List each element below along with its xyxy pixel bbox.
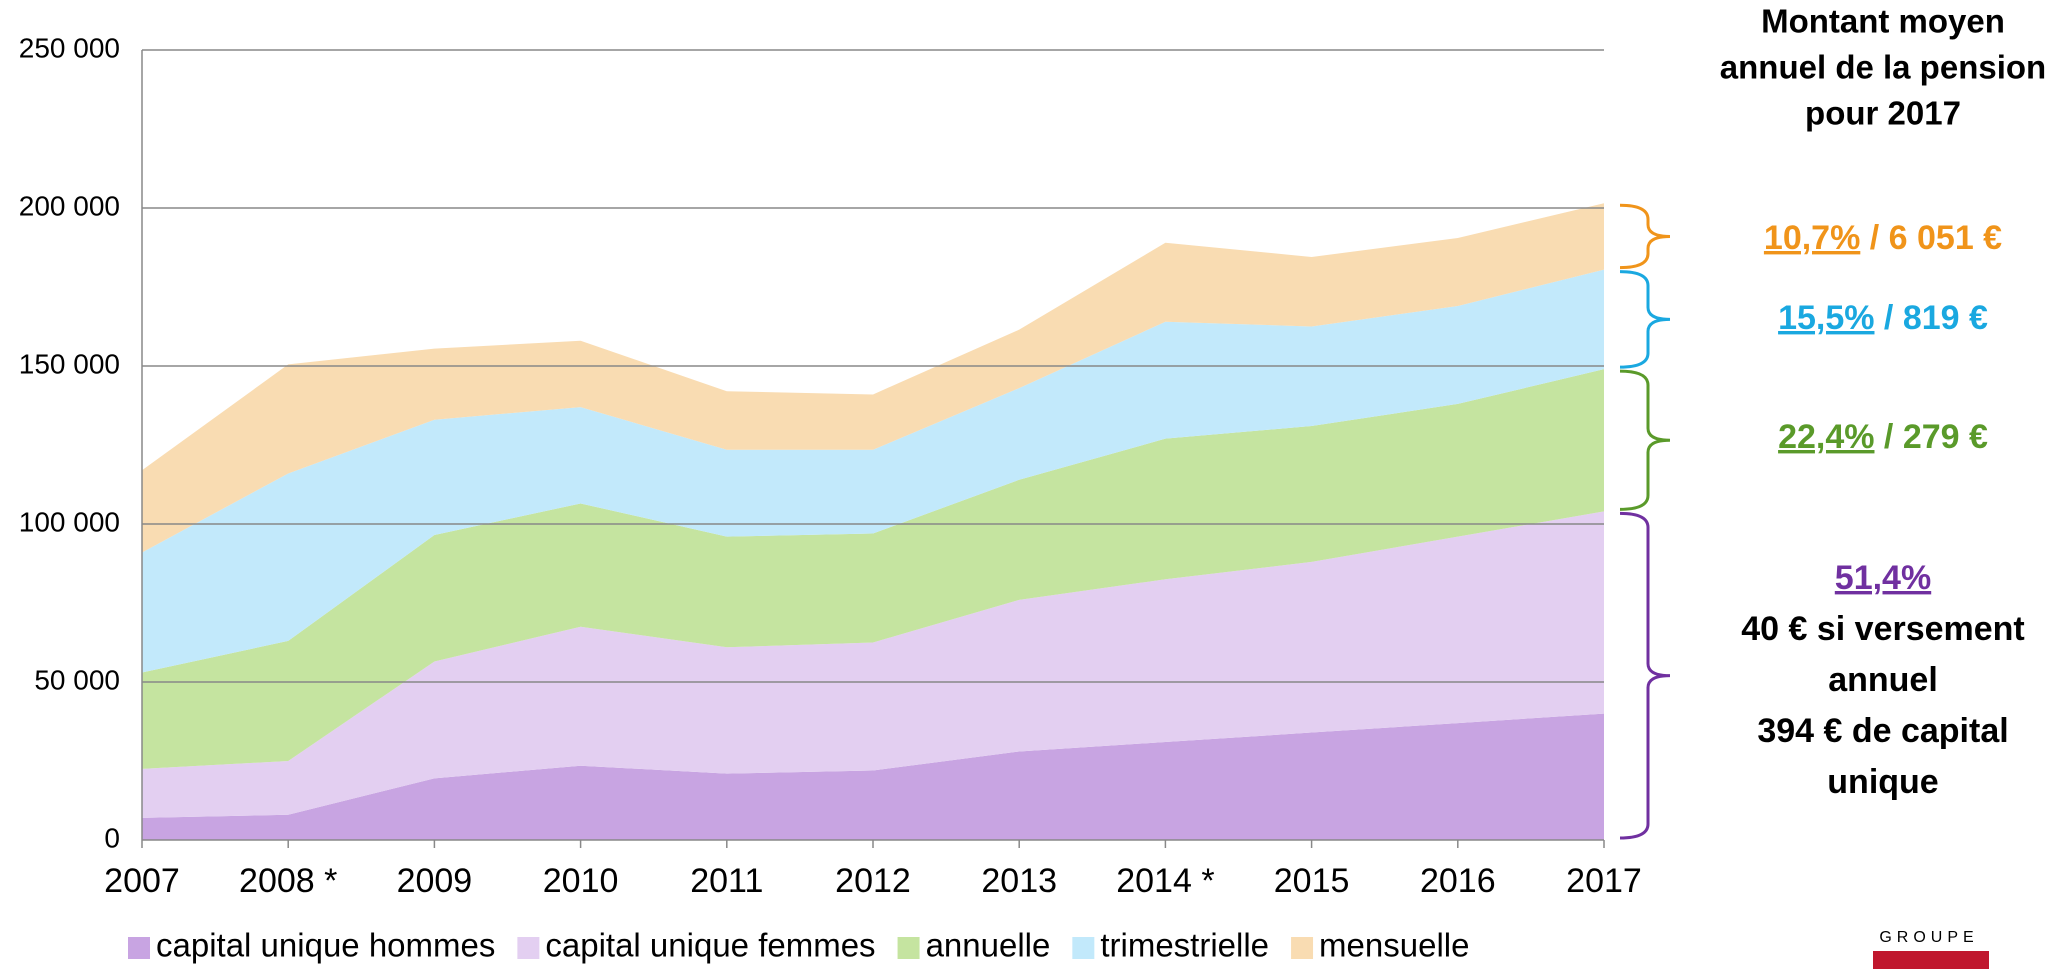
x-tick-label: 2009 <box>397 862 473 900</box>
annotation: 22,4% / 279 € <box>1778 418 1988 456</box>
legend-label: trimestrielle <box>1100 927 1269 964</box>
y-tick-label: 50 000 <box>34 664 120 695</box>
annotation-pct: 22,4% <box>1778 418 1874 456</box>
legend-swatch <box>517 937 540 959</box>
x-tick-label: 2017 <box>1566 862 1642 900</box>
legend-swatch <box>1072 937 1095 959</box>
x-tick-label: 2015 <box>1274 862 1350 900</box>
brace <box>1619 369 1671 511</box>
legend-swatch <box>128 937 150 959</box>
legend-label: capital unique hommes <box>156 927 495 964</box>
brace <box>1619 203 1671 270</box>
x-tick-label: 2010 <box>543 862 619 900</box>
y-tick-label: 150 000 <box>19 348 120 379</box>
side-title: pour 2017 <box>1805 95 1961 132</box>
annotation-line: 394 € de capital <box>1757 712 2008 750</box>
logo-text: GROUPE <box>1879 929 1978 946</box>
area <box>142 203 1604 553</box>
area <box>142 511 1604 818</box>
annotation-line: 40 € si versement <box>1741 610 2025 648</box>
annotation-pct: 51,4% <box>1835 559 1931 597</box>
annotation-pct: 15,5% <box>1778 299 1874 337</box>
area <box>142 369 1604 769</box>
annotation-line: annuel <box>1828 661 1938 699</box>
area <box>142 713 1604 840</box>
annotation: 15,5% / 819 € <box>1778 299 1988 337</box>
side-title: annuel de la pension <box>1720 49 2046 86</box>
legend-swatch <box>1291 937 1314 959</box>
legend-label: capital unique femmes <box>545 927 875 964</box>
annotation-pct: 10,7% <box>1764 219 1860 257</box>
logo-box <box>1873 951 1989 969</box>
legend-swatch <box>897 937 920 959</box>
x-tick-label: 2013 <box>981 862 1057 900</box>
annotation-text: / 279 € <box>1874 418 1988 456</box>
annotation-text: / 819 € <box>1874 299 1988 337</box>
x-tick-label: 2011 <box>690 862 763 900</box>
legend-label: mensuelle <box>1319 927 1469 964</box>
x-tick-label: 2012 <box>835 862 911 900</box>
side-title: Montant moyen <box>1761 3 2005 40</box>
brace <box>1619 511 1671 840</box>
y-tick-label: 250 000 <box>19 32 120 63</box>
y-tick-label: 200 000 <box>19 190 120 221</box>
annotation-text: / 6 051 € <box>1860 219 2002 257</box>
legend-label: annuelle <box>926 927 1051 964</box>
brace <box>1619 270 1671 369</box>
annotation: 51,4% <box>1835 559 1931 597</box>
x-tick-label: 2007 <box>104 862 180 900</box>
y-tick-label: 0 <box>104 822 120 853</box>
x-tick-label: 2008 * <box>239 862 337 900</box>
x-tick-label: 2016 <box>1420 862 1496 900</box>
y-tick-label: 100 000 <box>19 506 120 537</box>
annotation: 10,7% / 6 051 € <box>1764 219 2002 257</box>
area <box>142 269 1604 673</box>
x-tick-label: 2014 * <box>1116 862 1214 900</box>
annotation-line: unique <box>1827 763 1938 801</box>
